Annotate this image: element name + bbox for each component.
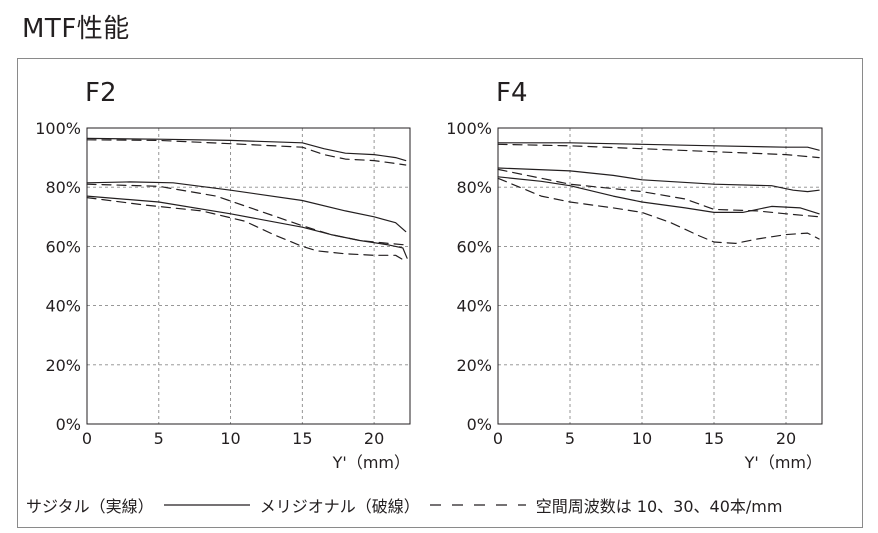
- chart2-series-1-solid: [497, 142, 820, 151]
- chart-frame: [17, 58, 863, 528]
- chart2-series-4-dashed: [497, 168, 820, 218]
- chart1-title: F2: [85, 78, 117, 108]
- chart1-series-1-solid: [86, 137, 407, 162]
- chart2-x-tick-label: 15: [704, 429, 724, 448]
- chart1-y-tick-label: 20%: [45, 356, 81, 375]
- chart2-x-tick-label: 10: [632, 429, 652, 448]
- chart1-y-tick-label: 60%: [45, 237, 81, 256]
- legend-sagittal-label: サジタル（実線）: [26, 497, 154, 516]
- chart1-series-3-solid: [86, 181, 407, 233]
- legend-frequency-label: 空間周波数は 10、30、40本/mm: [535, 497, 783, 516]
- chart1-x-tick-label: 15: [292, 429, 312, 448]
- chart1-x-tick-label: 10: [220, 429, 240, 448]
- chart1-y-tick-label: 40%: [45, 297, 81, 316]
- chart2-series-2-dashed: [497, 143, 820, 159]
- chart2-y-tick-label: 20%: [456, 356, 492, 375]
- chart1-series-4-dashed: [86, 183, 407, 246]
- legend-meridional-line: [429, 504, 526, 506]
- chart2-x-tick-label: 20: [776, 429, 796, 448]
- chart2-x-tick-label: 5: [565, 429, 575, 448]
- chart1-x-tick-label: 5: [154, 429, 164, 448]
- chart2-y-tick-label: 100%: [446, 119, 492, 138]
- chart1-series-6-dashed: [86, 197, 407, 262]
- chart2-series-6-dashed: [497, 177, 820, 244]
- chart1-x-tick-label: 20: [364, 429, 384, 448]
- chart2-y-tick-label: 40%: [456, 297, 492, 316]
- chart2-series-5-solid: [497, 176, 820, 215]
- page-title: MTF性能: [22, 14, 130, 44]
- chart2-plot-area: [497, 127, 823, 425]
- chart1-y-tick-label: 80%: [45, 178, 81, 197]
- chart1-series-2-dashed: [86, 139, 407, 166]
- chart2-x-axis-label: Y'（mm）: [744, 453, 822, 472]
- chart1-plot-area: [86, 127, 411, 425]
- chart2-title: F4: [496, 78, 528, 108]
- chart1-x-tick-label: 0: [82, 429, 92, 448]
- legend: サジタル（実線） メリジオナル（破線） 空間周波数は 10、30、40本/mm: [26, 493, 782, 517]
- chart2-x-tick-label: 0: [493, 429, 503, 448]
- chart2-y-tick-label: 60%: [456, 237, 492, 256]
- chart2-y-tick-label: 80%: [456, 178, 492, 197]
- chart2-y-tick-label: 0%: [467, 415, 492, 434]
- chart1-y-tick-label: 0%: [56, 415, 81, 434]
- chart1-series-5-solid: [86, 195, 408, 259]
- legend-sagittal-line: [163, 504, 250, 506]
- chart1-y-tick-label: 100%: [35, 119, 81, 138]
- chart2-series-3-solid: [497, 167, 820, 193]
- chart1-x-axis-label: Y'（mm）: [332, 453, 410, 472]
- legend-meridional-label: メリジオナル（破線）: [259, 497, 420, 516]
